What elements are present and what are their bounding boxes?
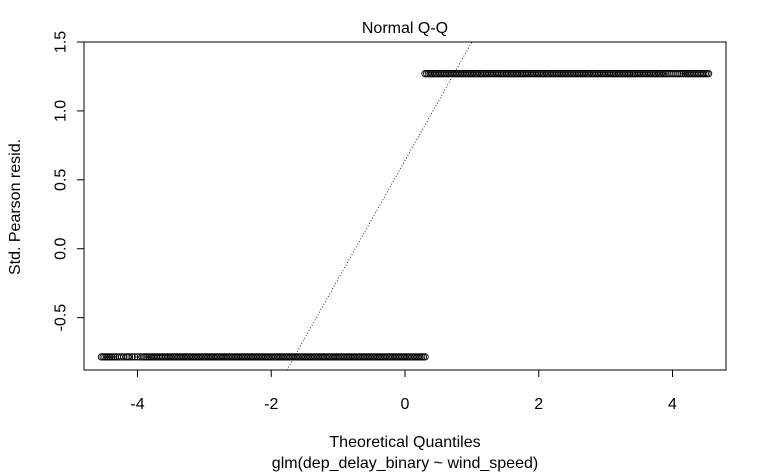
data-point <box>674 70 682 78</box>
data-point <box>678 70 686 78</box>
y-axis-label: Std. Pearson resid. <box>7 139 24 275</box>
data-point <box>421 353 429 361</box>
y-tick-label: 0.5 <box>53 169 70 191</box>
chart-title: Normal Q-Q <box>362 20 448 37</box>
data-point <box>128 353 136 361</box>
x-axis-label: Theoretical Quantiles <box>329 434 480 451</box>
y-axis: -0.5 0.0 0.5 1.0 1.5 <box>53 31 85 332</box>
data-point <box>136 353 144 361</box>
x-axis: -4 -2 0 2 4 <box>130 369 677 413</box>
y-tick-label: 1.5 <box>53 31 70 53</box>
y-tick-label: 1.0 <box>53 100 70 122</box>
x-tick-label: -4 <box>130 396 144 413</box>
plot-frame <box>83 41 727 371</box>
reference-line <box>286 41 473 371</box>
y-tick-label: -0.5 <box>53 304 70 332</box>
points-layer <box>97 70 713 361</box>
x-tick-label: 0 <box>401 396 410 413</box>
data-point <box>131 353 139 361</box>
data-point <box>679 70 688 78</box>
y-tick-label: 0.0 <box>53 238 70 260</box>
chart-subtitle: glm(dep_delay_binary ~ wind_speed) <box>272 455 538 472</box>
x-tick-label: 2 <box>534 396 543 413</box>
data-point <box>676 70 684 78</box>
data-point <box>142 353 150 361</box>
data-point <box>120 353 128 361</box>
data-point <box>704 70 713 78</box>
x-tick-label: -2 <box>264 396 278 413</box>
data-point <box>138 353 146 361</box>
data-point <box>140 353 148 361</box>
x-tick-label: 4 <box>668 396 677 413</box>
data-point <box>125 353 134 361</box>
